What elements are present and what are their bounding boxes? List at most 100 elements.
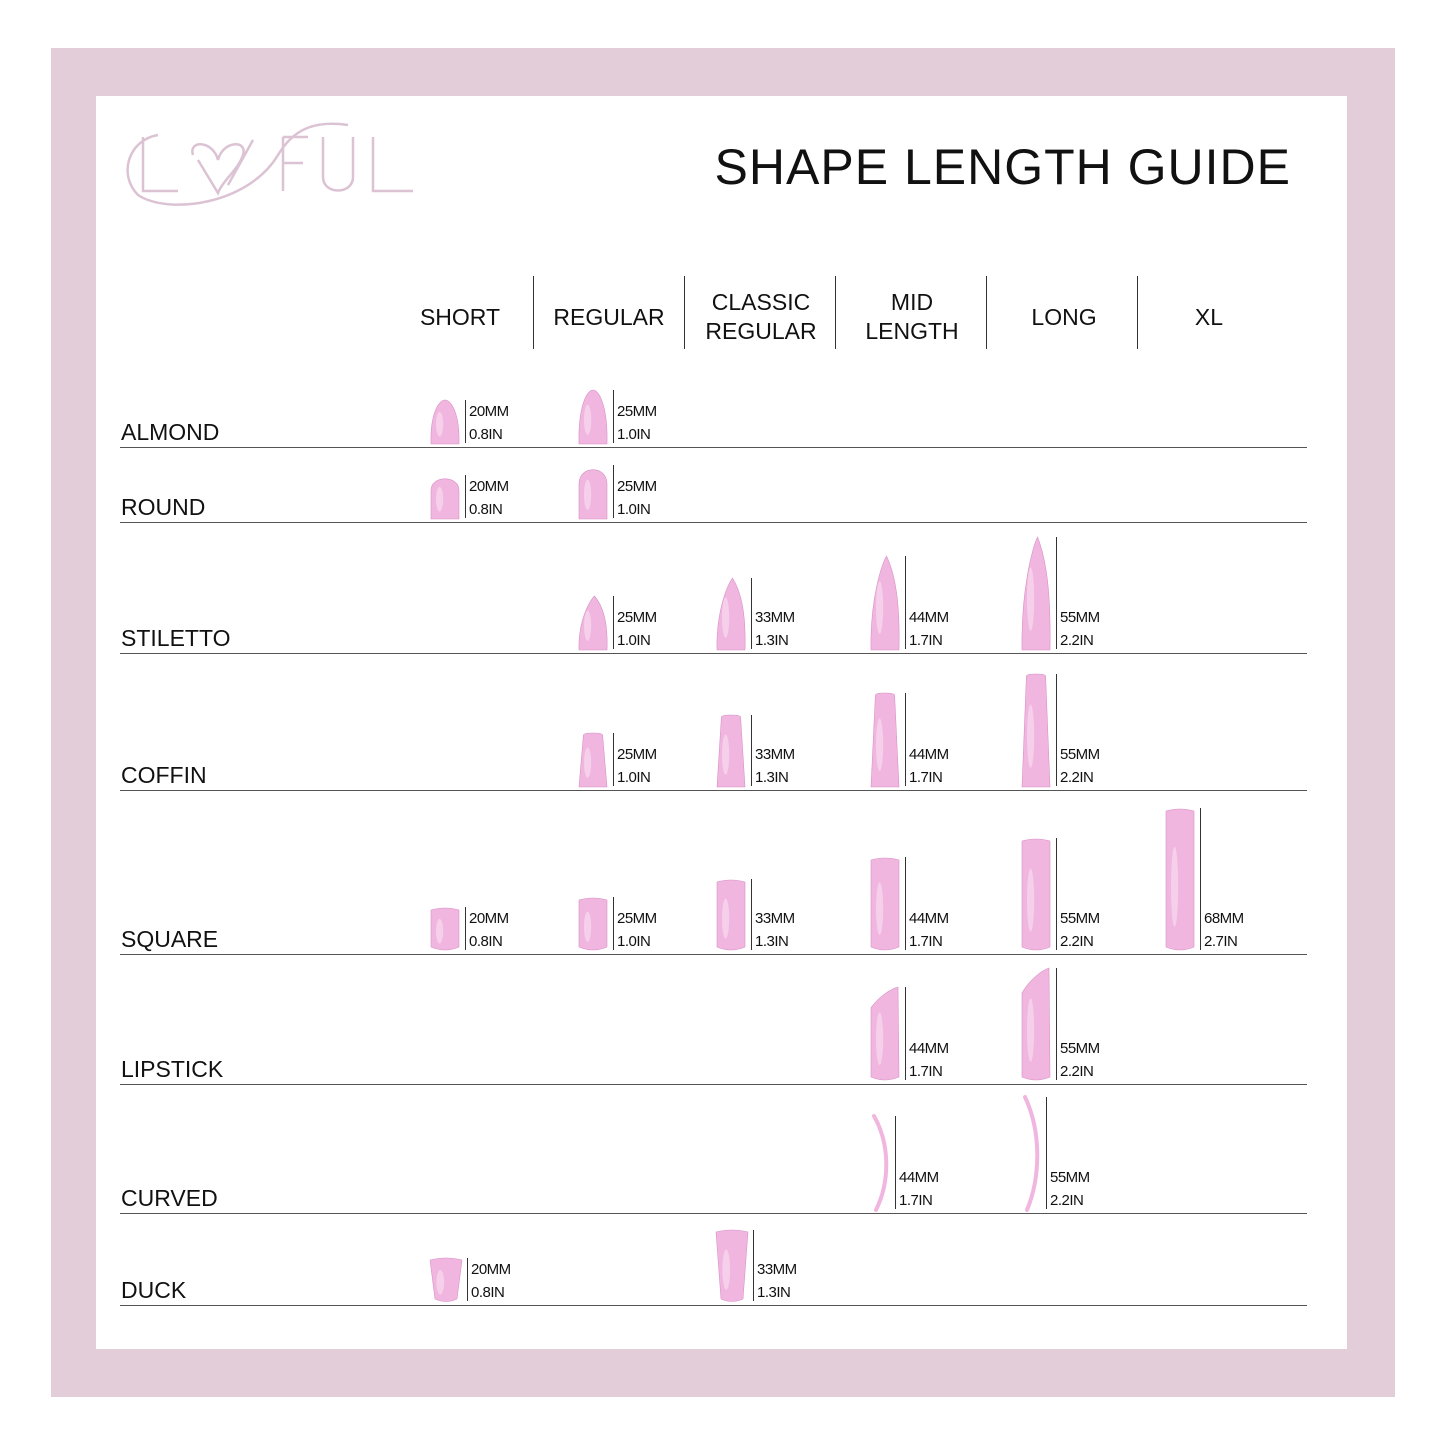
column-header-xl: XL: [1194, 303, 1224, 330]
measurement: 55MM 2.2IN: [1060, 606, 1100, 652]
measurement-in: 1.7IN: [899, 1192, 933, 1209]
measure-divider: [1200, 808, 1201, 950]
measurement: 20MM 0.8IN: [469, 475, 509, 521]
measurement: 55MM 2.2IN: [1050, 1166, 1090, 1212]
measure-divider: [1056, 537, 1057, 649]
column-divider: [533, 276, 534, 349]
nail-coffin-classic: [716, 714, 746, 788]
measure-divider: [465, 400, 466, 443]
column-header-long: LONG: [1031, 303, 1097, 330]
row-divider: [120, 790, 1307, 791]
measurement-mm: 33MM: [755, 746, 795, 763]
nail-coffin-regular: [578, 732, 608, 788]
measurement-in: 0.8IN: [469, 501, 503, 518]
measurement: 20MM 0.8IN: [469, 400, 509, 446]
measurement-mm: 44MM: [909, 1040, 949, 1057]
row-label-round: ROUND: [121, 494, 206, 520]
nail-square-long: [1021, 838, 1051, 951]
measure-divider: [1056, 674, 1057, 786]
measure-divider: [613, 390, 614, 443]
nail-duck-classic: [715, 1229, 749, 1302]
measure-divider: [613, 897, 614, 950]
measurement-in: 1.7IN: [909, 1063, 943, 1080]
column-header-mid: MID LENGTH: [865, 289, 959, 344]
measure-divider: [613, 465, 614, 518]
nail-almond-short: [430, 399, 460, 445]
nail-curved-long: [1023, 1095, 1040, 1212]
nail-round-regular: [578, 469, 608, 520]
measurement-mm: 20MM: [471, 1261, 511, 1278]
nail-curved-mid: [872, 1114, 889, 1212]
measure-divider: [751, 879, 752, 950]
measurement-mm: 44MM: [909, 910, 949, 927]
measurement-in: 2.2IN: [1060, 1063, 1094, 1080]
measurement-mm: 55MM: [1060, 609, 1100, 626]
measure-divider: [753, 1230, 754, 1301]
measure-divider: [905, 987, 906, 1080]
measurement: 44MM 1.7IN: [909, 907, 949, 953]
column-divider: [986, 276, 987, 349]
measurement-in: 1.0IN: [617, 632, 651, 649]
measurement-mm: 55MM: [1060, 1040, 1100, 1057]
row-divider: [120, 447, 1307, 448]
row-label-curved: CURVED: [121, 1185, 218, 1211]
measurement-in: 0.8IN: [471, 1284, 505, 1301]
row-divider: [120, 1305, 1307, 1306]
measurement: 44MM 1.7IN: [909, 606, 949, 652]
measurement-in: 1.7IN: [909, 632, 943, 649]
row-divider: [120, 1084, 1307, 1085]
measure-divider: [1056, 968, 1057, 1080]
measure-divider: [905, 693, 906, 786]
measurement-mm: 55MM: [1060, 746, 1100, 763]
measurement: 33MM 1.3IN: [755, 743, 795, 789]
measurement-mm: 25MM: [617, 403, 657, 420]
row-label-lipstick: LIPSTICK: [121, 1056, 224, 1082]
row-label-coffin: COFFIN: [121, 762, 207, 788]
nail-square-regular: [578, 897, 608, 951]
measurement: 25MM 1.0IN: [617, 475, 657, 521]
measurement-in: 2.2IN: [1060, 632, 1094, 649]
measurement-in: 2.2IN: [1060, 933, 1094, 950]
row-label-square: SQUARE: [121, 926, 219, 952]
nail-stiletto-regular: [578, 595, 608, 651]
measurement: 68MM 2.7IN: [1204, 907, 1244, 953]
measure-divider: [467, 1258, 468, 1301]
measure-divider: [905, 857, 906, 950]
page-title: SHAPE LENGTH GUIDE: [714, 139, 1291, 195]
measurement-mm: 20MM: [469, 403, 509, 420]
nail-square-mid: [870, 857, 900, 951]
measurement-in: 2.7IN: [1204, 933, 1238, 950]
measurement: 44MM 1.7IN: [909, 1037, 949, 1083]
measure-divider: [1046, 1097, 1047, 1209]
row-divider: [120, 1213, 1307, 1214]
measure-divider: [905, 556, 906, 649]
row-divider: [120, 653, 1307, 654]
measurement-mm: 44MM: [909, 746, 949, 763]
row-label-stiletto: STILETTO: [121, 625, 231, 651]
measurement: 55MM 2.2IN: [1060, 1037, 1100, 1083]
column-header-short: SHORT: [419, 303, 501, 330]
nail-duck-short: [429, 1257, 463, 1302]
nail-square-short: [430, 907, 460, 951]
measurement-mm: 25MM: [617, 478, 657, 495]
measurement-mm: 20MM: [469, 910, 509, 927]
measurement-in: 2.2IN: [1050, 1192, 1084, 1209]
column-divider: [835, 276, 836, 349]
measurement: 20MM 0.8IN: [469, 907, 509, 953]
measure-divider: [613, 596, 614, 649]
measurement-mm: 33MM: [757, 1261, 797, 1278]
brand-logo: [118, 115, 428, 220]
nail-square-xl: [1165, 808, 1195, 951]
measurement-in: 1.0IN: [617, 501, 651, 518]
nail-stiletto-classic: [716, 577, 746, 651]
measurement-in: 1.0IN: [617, 933, 651, 950]
measurement-in: 1.7IN: [909, 933, 943, 950]
row-divider: [120, 522, 1307, 523]
measurement: 25MM 1.0IN: [617, 400, 657, 446]
measurement-mm: 25MM: [617, 746, 657, 763]
measurement: 25MM 1.0IN: [617, 743, 657, 789]
measurement-mm: 25MM: [617, 609, 657, 626]
nail-almond-regular: [578, 389, 608, 445]
measure-divider: [465, 907, 466, 950]
measurement: 20MM 0.8IN: [471, 1258, 511, 1304]
